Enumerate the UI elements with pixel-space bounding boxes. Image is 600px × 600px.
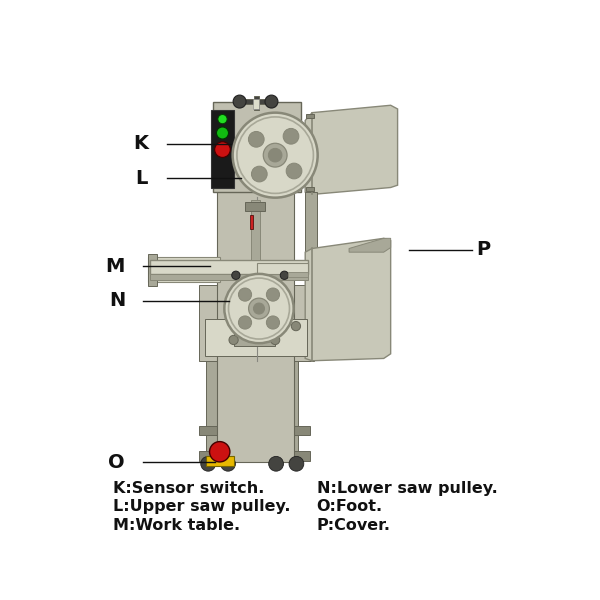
Circle shape bbox=[233, 95, 246, 108]
Text: K:Sensor switch.: K:Sensor switch. bbox=[113, 481, 265, 496]
Circle shape bbox=[201, 457, 215, 471]
Bar bbox=[206, 356, 229, 463]
Circle shape bbox=[269, 457, 283, 471]
Circle shape bbox=[253, 303, 265, 314]
Circle shape bbox=[248, 298, 269, 319]
Circle shape bbox=[265, 95, 278, 108]
Bar bbox=[305, 113, 314, 118]
Circle shape bbox=[224, 274, 293, 343]
Circle shape bbox=[266, 316, 280, 329]
Bar bbox=[288, 272, 308, 277]
Circle shape bbox=[209, 442, 230, 462]
Circle shape bbox=[215, 142, 230, 157]
Text: M: M bbox=[106, 257, 125, 275]
Bar bbox=[250, 215, 253, 229]
Text: M:Work table.: M:Work table. bbox=[113, 518, 241, 533]
Bar bbox=[199, 284, 314, 361]
Bar bbox=[205, 319, 307, 356]
Circle shape bbox=[238, 316, 251, 329]
Bar bbox=[148, 254, 157, 286]
Bar bbox=[151, 274, 308, 280]
Text: N:Lower saw pulley.: N:Lower saw pulley. bbox=[317, 481, 497, 496]
Text: O: O bbox=[109, 453, 125, 472]
Bar bbox=[275, 356, 298, 463]
Polygon shape bbox=[305, 238, 391, 361]
Circle shape bbox=[289, 457, 304, 471]
Bar bbox=[217, 125, 293, 463]
Circle shape bbox=[218, 115, 227, 124]
Bar bbox=[213, 102, 301, 192]
Bar bbox=[245, 202, 265, 211]
Text: L:Upper saw pulley.: L:Upper saw pulley. bbox=[113, 499, 291, 514]
Circle shape bbox=[263, 143, 287, 167]
Bar bbox=[251, 200, 260, 260]
Text: O:Foot.: O:Foot. bbox=[317, 499, 383, 514]
Bar bbox=[241, 99, 271, 104]
Bar bbox=[199, 427, 310, 434]
Circle shape bbox=[221, 457, 235, 471]
Text: P: P bbox=[476, 241, 490, 259]
Circle shape bbox=[283, 128, 299, 144]
Bar bbox=[148, 257, 220, 282]
Bar bbox=[254, 97, 259, 110]
Circle shape bbox=[292, 322, 301, 331]
Bar bbox=[305, 192, 317, 284]
Circle shape bbox=[251, 166, 267, 182]
Circle shape bbox=[233, 113, 317, 197]
Bar bbox=[206, 457, 233, 466]
Circle shape bbox=[248, 131, 264, 147]
Bar bbox=[151, 260, 308, 274]
Bar bbox=[257, 263, 308, 274]
Circle shape bbox=[266, 288, 280, 301]
Circle shape bbox=[286, 163, 302, 179]
Polygon shape bbox=[305, 105, 398, 194]
Text: N: N bbox=[109, 291, 125, 310]
Bar bbox=[253, 99, 259, 109]
Circle shape bbox=[232, 271, 240, 280]
Circle shape bbox=[217, 127, 229, 139]
Text: L: L bbox=[136, 169, 148, 188]
Polygon shape bbox=[349, 238, 391, 252]
Circle shape bbox=[229, 335, 238, 344]
Circle shape bbox=[238, 288, 251, 301]
Circle shape bbox=[271, 335, 280, 344]
Bar bbox=[233, 334, 275, 346]
Bar bbox=[211, 110, 233, 188]
Bar bbox=[199, 451, 310, 461]
Bar bbox=[305, 187, 314, 191]
Circle shape bbox=[268, 148, 282, 162]
Text: K: K bbox=[133, 134, 148, 153]
Text: P:Cover.: P:Cover. bbox=[317, 518, 391, 533]
Circle shape bbox=[280, 271, 289, 280]
